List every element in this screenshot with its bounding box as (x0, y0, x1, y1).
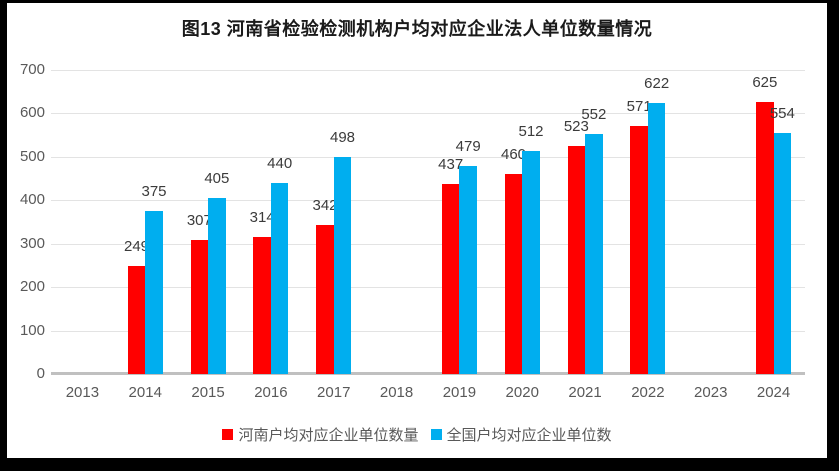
x-axis-tick-label: 2013 (65, 384, 100, 401)
x-axis-tick-label: 2016 (254, 384, 288, 401)
bar-national (333, 157, 352, 374)
bar-national (522, 151, 540, 374)
bar-henan (504, 173, 523, 374)
y-axis-tick-label: 700 (19, 60, 45, 78)
plot-area: 0 100 200 300 400 500 600 700 2013 2014 2015 2016 20… (7, 3, 827, 458)
y-axis-tick-label: 600 (19, 104, 45, 121)
y-axis-tick-label: 0 (36, 365, 45, 382)
x-axis-tick-label: 2014 (128, 384, 162, 401)
chart-panel: 图13 河南省检验检测机构户均对应企业法人单位数量情况 0 100 200 300 40… (7, 3, 827, 458)
bar-henan (127, 265, 146, 374)
chart-title: 图13 河南省检验检测机构户均对应企业法人单位数量情况 (181, 19, 653, 39)
legend-label: 河南户均对应企业单位数量 (238, 426, 419, 444)
x-axis-tick-label: 2019 (442, 384, 477, 401)
legend: 河南户均对应企业单位数量 全国户均对应企业单位数 (7, 424, 827, 444)
bar-national (647, 103, 666, 374)
bar-value-label: 552 (581, 105, 607, 123)
gridline (51, 156, 805, 158)
x-axis-tick-label: 2020 (505, 384, 539, 401)
y-axis-tick-label: 300 (19, 234, 45, 252)
bar-henan (253, 237, 271, 374)
bar-value-label: 405 (204, 169, 230, 187)
bar-henan (630, 125, 648, 374)
gridline (51, 243, 805, 245)
bar-henan (756, 102, 774, 374)
bar-national (145, 210, 163, 374)
legend-swatch-national (430, 428, 442, 440)
gridline (51, 287, 805, 288)
bar-value-label: 523 (563, 118, 589, 136)
x-axis-line (51, 372, 805, 375)
bar-value-label: 314 (249, 209, 275, 227)
bar-national (270, 182, 289, 374)
y-axis-tick-label: 200 (19, 278, 45, 295)
gridline (51, 200, 805, 201)
bar-national (773, 133, 792, 374)
legend-item: 河南户均对应企业单位数量 (222, 424, 419, 445)
y-axis-tick-label: 100 (19, 321, 45, 339)
x-axis-tick-label: 2024 (756, 384, 791, 401)
y-axis-tick-label: 500 (19, 147, 45, 165)
bar-value-label: 249 (123, 237, 150, 255)
x-axis-tick-label: 2018 (379, 384, 414, 401)
x-axis-tick-label: 2022 (631, 384, 665, 401)
gridline (51, 113, 805, 114)
bar-national (208, 197, 226, 374)
bar-national (585, 133, 603, 374)
bar-national (459, 165, 477, 374)
legend-item: 全国户均对应企业单位数 (430, 424, 612, 445)
bar-henan (567, 146, 586, 374)
bar-henan (316, 225, 334, 374)
y-axis-tick-label: 400 (19, 191, 45, 208)
bar-value-label: 498 (329, 129, 356, 147)
bar-value-label: 440 (267, 154, 293, 172)
bar-value-label: 460 (500, 145, 527, 163)
legend-swatch-henan (222, 428, 234, 440)
bar-value-label: 437 (438, 155, 464, 173)
bar-value-label: 375 (141, 182, 167, 200)
x-axis-tick-label: 2021 (568, 384, 602, 401)
bar-value-label: 571 (626, 97, 652, 115)
x-axis-tick-label: 2015 (191, 384, 225, 401)
bar-value-label: 512 (518, 123, 544, 141)
gridline (51, 330, 805, 332)
bar-value-label: 625 (752, 74, 778, 92)
gridline (51, 69, 805, 71)
bar-value-label: 479 (455, 137, 481, 155)
bar-value-label: 342 (312, 197, 338, 215)
bar-henan (190, 240, 209, 374)
legend-label: 全国户均对应企业单位数 (446, 426, 612, 444)
bar-value-label: 622 (644, 75, 670, 93)
bar-value-label: 554 (769, 105, 795, 122)
x-axis-tick-label: 2023 (694, 384, 728, 401)
bar-henan (441, 183, 460, 374)
bar-value-label: 307 (186, 212, 212, 230)
x-axis-tick-label: 2017 (317, 384, 351, 401)
